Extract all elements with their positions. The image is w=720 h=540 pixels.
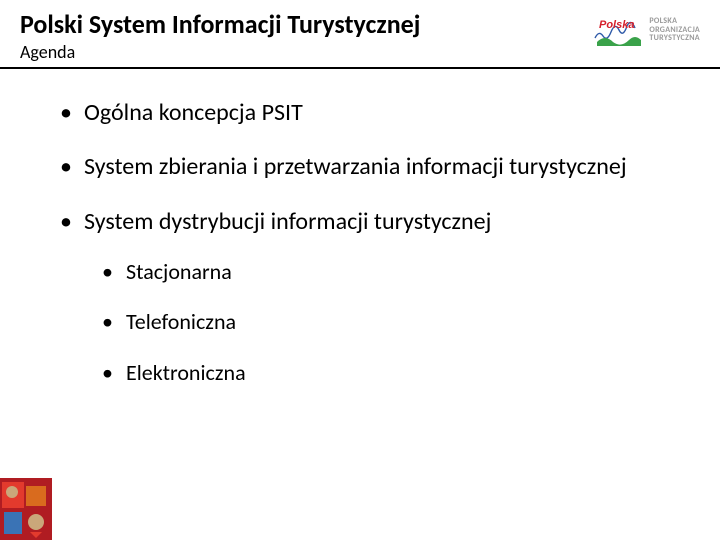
bullet-text: System dystrybucji informacji turystyczn… xyxy=(84,207,491,236)
logo-cluster: Polska POLSKA ORGANIZACJA TURYSTYCZNA xyxy=(593,12,700,48)
list-item: Ogólna koncepcja PSIT xyxy=(60,99,680,128)
list-item: Stacjonarna xyxy=(102,259,680,285)
pot-logo-text: POLSKA ORGANIZACJA TURYSTYCZNA xyxy=(649,17,700,43)
slide-title: Polski System Informacji Turystycznej xyxy=(20,10,593,39)
bullet-text: Telefoniczna xyxy=(126,308,236,335)
polska-logo-icon: Polska xyxy=(593,12,643,48)
bullet-text: Stacjonarna xyxy=(126,258,232,285)
pot-line-3: TURYSTYCZNA xyxy=(649,34,700,43)
svg-text:Polska: Polska xyxy=(599,19,634,31)
slide-header: Polski System Informacji Turystycznej Ag… xyxy=(0,0,720,69)
list-item: Telefoniczna xyxy=(102,309,680,335)
list-item: Elektroniczna xyxy=(102,360,680,386)
bullet-list: Ogólna koncepcja PSIT System zbierania i… xyxy=(60,99,680,387)
slide-subtitle: Agenda xyxy=(20,41,593,63)
sub-bullet-list: Stacjonarna Telefoniczna Elektroniczna xyxy=(102,259,680,386)
bullet-text: System zbierania i przetwarzania informa… xyxy=(84,152,627,181)
header-text-block: Polski System Informacji Turystycznej Ag… xyxy=(20,10,593,63)
bullet-text: Ogólna koncepcja PSIT xyxy=(84,98,303,127)
slide-content: Ogólna koncepcja PSIT System zbierania i… xyxy=(0,69,720,433)
bullet-text: Elektroniczna xyxy=(126,359,246,386)
list-item: System zbierania i przetwarzania informa… xyxy=(60,153,680,182)
corner-decoration-icon xyxy=(0,478,52,540)
list-item: System dystrybucji informacji turystyczn… xyxy=(60,208,680,386)
